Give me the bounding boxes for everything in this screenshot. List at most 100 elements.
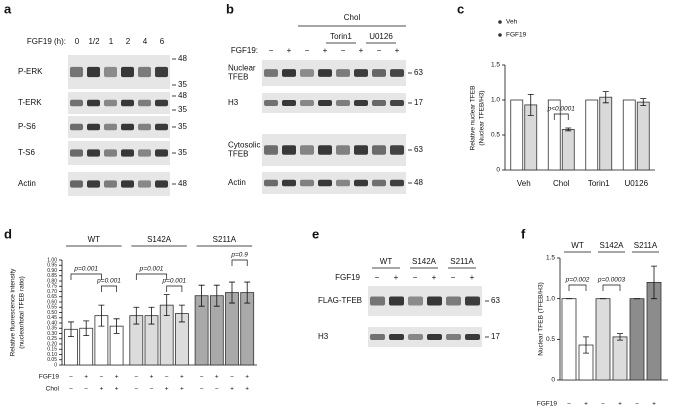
error-bar bbox=[602, 91, 609, 104]
y-tick-label: 0.90 bbox=[47, 268, 57, 274]
blot-band bbox=[390, 179, 404, 187]
row-sign: + bbox=[100, 386, 104, 393]
lane-label: 6 bbox=[160, 37, 165, 46]
blot-band bbox=[370, 334, 385, 340]
error-bar bbox=[83, 320, 90, 336]
bar bbox=[636, 101, 650, 171]
p-value: p<0.0001 bbox=[547, 106, 576, 113]
panel-letter: e bbox=[312, 226, 319, 241]
lane-label: 4 bbox=[143, 37, 148, 46]
blot-band bbox=[372, 145, 386, 155]
marker-label: 48 bbox=[178, 179, 187, 188]
significance-bracket bbox=[568, 284, 587, 291]
blot-band bbox=[300, 145, 314, 155]
error-bar bbox=[229, 281, 235, 304]
blot-band bbox=[138, 149, 151, 157]
p-value: p=0.001 bbox=[73, 266, 98, 273]
significance-bracket bbox=[553, 113, 569, 120]
row-sign: − bbox=[150, 386, 154, 393]
legend-marker bbox=[498, 33, 502, 37]
x-tick-label: Veh bbox=[517, 179, 531, 188]
blot-band bbox=[264, 100, 278, 106]
row-label: P-S6 bbox=[18, 122, 36, 131]
blot-band bbox=[336, 100, 350, 106]
row-sign: − bbox=[215, 386, 219, 393]
y-tick-label: 0 bbox=[551, 377, 555, 384]
inhibitor-label: U0126 bbox=[369, 32, 393, 41]
significance-bracket bbox=[231, 259, 248, 266]
p-value: p=0.0003 bbox=[597, 277, 626, 284]
row-label: Cytosolic bbox=[228, 141, 260, 150]
blot-band bbox=[155, 123, 168, 131]
y-tick-label: 0.80 bbox=[47, 278, 57, 284]
lane-label: + bbox=[432, 273, 437, 282]
row-label: T-S6 bbox=[18, 148, 35, 157]
bar bbox=[629, 298, 645, 381]
blot-band bbox=[372, 69, 386, 77]
y-tick-label: 0.25 bbox=[47, 336, 57, 342]
blot-background bbox=[262, 93, 406, 113]
blot-band bbox=[104, 66, 117, 78]
lane-label: 1 bbox=[109, 37, 114, 46]
p-value: p=0.001 bbox=[139, 266, 164, 273]
bar bbox=[612, 336, 628, 381]
row-sign: − bbox=[601, 401, 605, 408]
y-tick-label: 1.00 bbox=[47, 257, 57, 263]
treatment-label: FGF19: bbox=[231, 46, 258, 55]
significance-bracket bbox=[101, 285, 117, 292]
panel-letter: f bbox=[521, 226, 526, 241]
blot-band bbox=[121, 66, 134, 78]
row-sign: + bbox=[652, 401, 656, 408]
blot-band bbox=[70, 123, 83, 131]
y-tick-label: 0.40 bbox=[47, 320, 57, 326]
marker-label: 17 bbox=[414, 98, 423, 107]
error-bar bbox=[565, 127, 572, 132]
bar bbox=[561, 298, 577, 381]
blot-background bbox=[368, 286, 482, 316]
y-tick-label: 1.5 bbox=[491, 62, 500, 69]
blot-band bbox=[104, 99, 117, 107]
marker-label: 63 bbox=[491, 296, 500, 305]
blot-band bbox=[318, 69, 332, 77]
row-sign: − bbox=[134, 386, 138, 393]
blot-band bbox=[121, 123, 134, 131]
y-tick-label: 0 bbox=[54, 362, 57, 368]
blot-band bbox=[318, 179, 332, 187]
header-label: Chol bbox=[344, 13, 361, 22]
blot-band bbox=[264, 145, 278, 155]
significance-bracket bbox=[70, 273, 102, 280]
treatment-label: FGF19 (h): bbox=[27, 37, 66, 46]
row-sign: + bbox=[115, 386, 119, 393]
blot-band bbox=[465, 296, 480, 306]
error-bar bbox=[583, 336, 589, 354]
blot-background bbox=[68, 55, 170, 89]
y-tick-label: 0.5 bbox=[546, 336, 555, 343]
group-label: WT bbox=[571, 241, 584, 250]
row-sign: − bbox=[69, 386, 73, 393]
blot-band bbox=[336, 69, 350, 77]
y-tick-label: 0.05 bbox=[47, 357, 57, 363]
y-tick-label: 0.95 bbox=[47, 263, 57, 269]
row-sign: + bbox=[215, 374, 219, 381]
y-tick-label: 0.30 bbox=[47, 331, 57, 337]
bar bbox=[510, 99, 524, 171]
treatment-label: FGF19 bbox=[335, 273, 360, 282]
panel-letter: d bbox=[4, 226, 12, 241]
blot-band bbox=[300, 179, 314, 187]
row-sign: − bbox=[567, 401, 571, 408]
blot-background bbox=[68, 172, 170, 196]
panel-letter: b bbox=[226, 1, 234, 16]
significance-bracket bbox=[602, 284, 621, 291]
lane-label: + bbox=[359, 46, 364, 55]
error-bar bbox=[178, 304, 185, 323]
blot-band bbox=[104, 180, 117, 188]
row-sign: + bbox=[115, 374, 119, 381]
marker-label: 48 bbox=[178, 91, 187, 100]
y-axis-label: (nuclear/total TFEB ratio) bbox=[19, 276, 26, 349]
legend-label: Veh bbox=[506, 19, 518, 26]
row-sign: + bbox=[84, 374, 88, 381]
blot-band bbox=[155, 180, 168, 188]
row-sign: − bbox=[69, 374, 73, 381]
lane-label: 1/2 bbox=[88, 37, 100, 46]
